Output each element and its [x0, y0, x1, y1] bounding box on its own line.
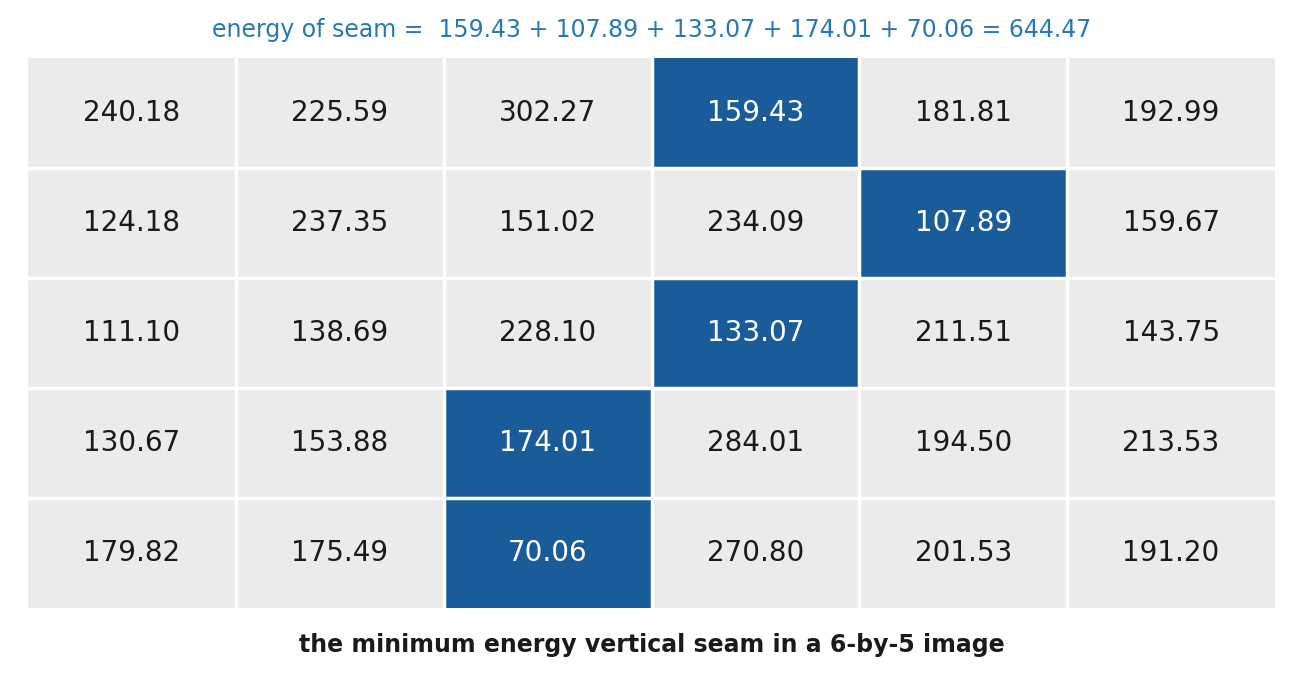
Text: 130.67: 130.67: [83, 429, 181, 457]
Text: 179.82: 179.82: [83, 539, 181, 567]
Text: 201.53: 201.53: [915, 539, 1012, 567]
Text: energy of seam =  159.43 + 107.89 + 133.07 + 174.01 + 70.06 = 644.47: energy of seam = 159.43 + 107.89 + 133.0…: [212, 18, 1091, 42]
Text: 225.59: 225.59: [291, 99, 388, 127]
Text: 302.27: 302.27: [499, 99, 597, 127]
Text: 159.43: 159.43: [706, 99, 804, 127]
Text: 234.09: 234.09: [706, 209, 804, 237]
Text: 237.35: 237.35: [291, 209, 388, 237]
Text: 159.67: 159.67: [1122, 209, 1220, 237]
Text: 174.01: 174.01: [499, 429, 597, 457]
Text: 124.18: 124.18: [83, 209, 180, 237]
Text: 181.81: 181.81: [915, 99, 1011, 127]
Text: 107.89: 107.89: [915, 209, 1012, 237]
Text: the minimum energy vertical seam in a 6-by-5 image: the minimum energy vertical seam in a 6-…: [298, 633, 1005, 657]
Text: 153.88: 153.88: [291, 429, 388, 457]
Text: 213.53: 213.53: [1122, 429, 1220, 457]
Text: 192.99: 192.99: [1122, 99, 1220, 127]
Text: 133.07: 133.07: [706, 319, 804, 347]
Text: 240.18: 240.18: [83, 99, 181, 127]
Text: 175.49: 175.49: [291, 539, 388, 567]
Text: 151.02: 151.02: [499, 209, 597, 237]
Text: 138.69: 138.69: [291, 319, 388, 347]
Text: 211.51: 211.51: [915, 319, 1011, 347]
Text: 70.06: 70.06: [508, 539, 588, 567]
Text: 194.50: 194.50: [915, 429, 1012, 457]
Text: 143.75: 143.75: [1122, 319, 1220, 347]
Text: 284.01: 284.01: [706, 429, 804, 457]
Text: 270.80: 270.80: [706, 539, 804, 567]
Text: 228.10: 228.10: [499, 319, 597, 347]
Text: 191.20: 191.20: [1122, 539, 1220, 567]
Text: 111.10: 111.10: [83, 319, 181, 347]
